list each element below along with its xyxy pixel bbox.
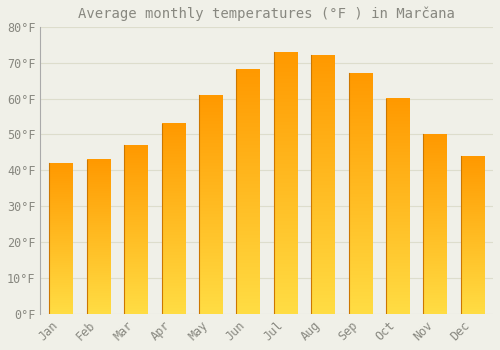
Title: Average monthly temperatures (°F ) in Marčana: Average monthly temperatures (°F ) in Ma… (78, 7, 455, 21)
